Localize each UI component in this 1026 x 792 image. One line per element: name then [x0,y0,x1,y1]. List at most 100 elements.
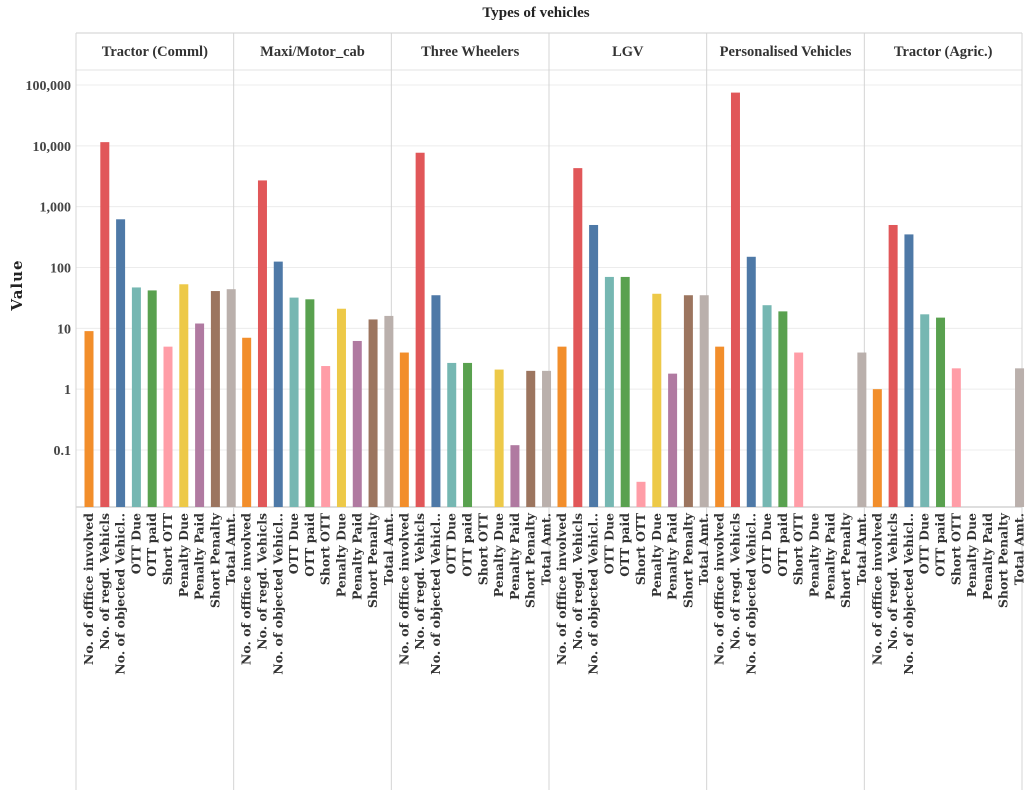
panel: Personalised Vehicles No. of offfice invo… [712,44,869,675]
bar [289,297,299,507]
panel: Tractor (Agric.)No. of offfice involved N… [869,44,1026,675]
bar [510,445,520,507]
bar [699,295,709,507]
x-tick-label: Short Penalty [838,512,853,608]
x-tick-label: Total Amt. [381,513,396,585]
bar [131,287,141,507]
x-tick-label: Short OTT [318,512,333,585]
x-tick-label: Penalty Paid [822,513,837,600]
bar [163,346,173,507]
panels: Tractor (Comml)No. of offfice involved No… [81,44,1026,675]
x-tick-label: OTT paid [775,513,790,577]
x-tick-label: OTT paid [460,513,475,577]
y-tick-label: 100 [50,262,71,277]
bar [573,168,583,507]
x-tick-label: Penalty Due [806,513,821,597]
x-tick-label: No. of objected Vehicl.. [270,513,285,675]
x-tick-label: No. of offfice involved [712,513,727,665]
x-tick-label: Penalty Due [176,513,191,597]
bar [936,317,946,507]
panel-title: LGV [612,44,644,60]
bar [226,289,236,507]
bar [620,276,630,507]
bar [336,308,346,507]
x-tick-label: Short OTT [160,512,175,585]
x-tick-label: OTT Due [759,513,774,574]
bar [715,346,725,507]
x-tick-label: Total Amt. [539,513,554,585]
x-tick-label: Penalty Paid [192,513,207,600]
x-tick-label: Penalty Due [333,513,348,597]
x-tick-label: Short Penalty [365,512,380,608]
bar [257,180,267,508]
bar [179,284,189,507]
x-tick-label: Short Penalty [207,512,222,608]
bar [557,346,567,507]
x-tick-label: Short Penalty [996,512,1011,608]
bar [746,256,756,507]
bar [730,92,740,508]
x-tick-label: OTT Due [917,513,932,574]
x-tick-label: Total Amt. [1012,513,1026,585]
x-tick-label: No. of regd. Vehicls [254,513,269,650]
x-tick-label: OTT paid [302,513,317,577]
bar [147,290,157,507]
y-tick-label: 1 [64,383,71,398]
x-tick-label: No. of objected Vehicl.. [586,513,601,675]
x-tick-label: OTT paid [617,513,632,577]
x-tick-label: No. of regd. Vehicls [885,513,900,650]
bar [195,323,205,507]
y-tick-label: 1,000 [40,201,72,216]
panel-title: Maxi/Motor_cab [260,44,365,60]
bar [431,295,441,507]
bar [463,362,473,507]
bar [604,276,614,507]
bar [920,314,930,507]
x-tick-label: Penalty Due [491,513,506,597]
bar [100,142,110,508]
x-tick-label: No. of regd. Vehicls [570,513,585,650]
x-tick-label: Short Penalty [680,512,695,608]
x-tick-label: Short OTT [791,512,806,585]
bar [668,373,678,507]
x-tick-label: Penalty Paid [665,513,680,600]
bar [210,291,220,507]
y-tick-label: 0.1 [54,444,72,459]
x-tick-label: No. of regd. Vehicls [97,513,112,650]
x-tick-label: Short OTT [948,512,963,585]
bar [951,368,961,507]
bar [242,337,252,507]
bar [447,362,457,507]
bar [415,152,425,508]
bar [1015,368,1025,507]
x-tick-label: No. of objected Vehicl.. [428,513,443,675]
bar [526,370,536,507]
x-tick-label: OTT Due [128,513,143,574]
x-tick-label: No. of offfice involved [554,513,569,665]
x-tick-label: No. of offfice involved [869,513,884,665]
x-tick-label: Penalty Due [964,513,979,597]
bar [762,305,772,507]
x-tick-label: Penalty Paid [980,513,995,600]
y-tick-label: 100,000 [26,79,72,94]
bar [116,219,126,507]
panel-title: Tractor (Agric.) [894,44,993,60]
bar [888,224,898,508]
x-tick-label: No. of offfice involved [239,513,254,665]
bar [273,261,283,507]
x-tick-label: OTT Due [444,513,459,574]
bar [683,295,693,507]
bar [589,224,599,508]
bar [542,370,552,507]
x-tick-label: Penalty Paid [349,513,364,600]
y-tick-label: 10 [57,322,71,337]
x-tick-label: No. of objected Vehicl.. [901,513,916,675]
bar [84,331,94,507]
x-tick-label: No. of regd. Vehicls [727,513,742,650]
chart-title: Types of vehicles [482,5,589,21]
bar [778,311,788,507]
x-tick-label: Total Amt. [696,513,711,585]
